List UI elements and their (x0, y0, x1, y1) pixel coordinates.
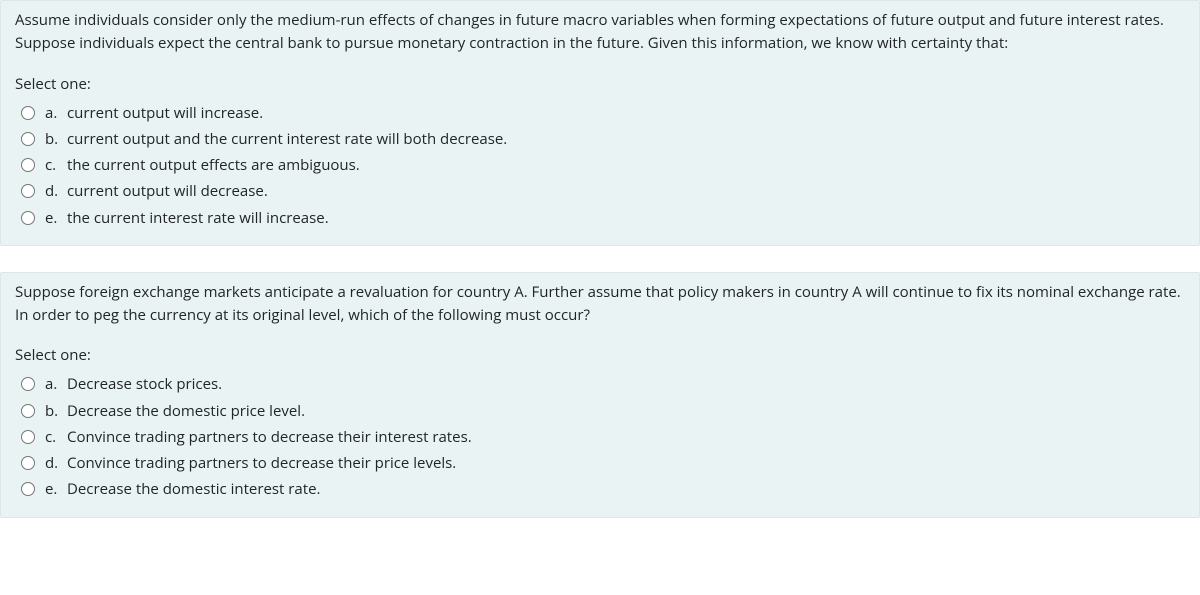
option-letter: e. (45, 205, 67, 231)
option-letter: d. (45, 178, 67, 204)
option-letter: a. (45, 371, 67, 397)
option-text: Decrease the domestic price level. (67, 398, 305, 424)
option-b[interactable]: b. current output and the current intere… (21, 126, 1185, 152)
radio-q2-c[interactable] (21, 430, 35, 444)
option-letter: d. (45, 450, 67, 476)
option-text: Convince trading partners to decrease th… (67, 450, 456, 476)
option-c[interactable]: c. Convince trading partners to decrease… (21, 424, 1185, 450)
option-letter: b. (45, 126, 67, 152)
option-a[interactable]: a. Decrease stock prices. (21, 371, 1185, 397)
option-c[interactable]: c. the current output effects are ambigu… (21, 152, 1185, 178)
option-letter: c. (45, 424, 67, 450)
option-text: Decrease the domestic interest rate. (67, 476, 320, 502)
option-e[interactable]: e. Decrease the domestic interest rate. (21, 476, 1185, 502)
radio-q1-a[interactable] (21, 106, 35, 120)
option-text: the current interest rate will increase. (67, 205, 329, 231)
option-text: Decrease stock prices. (67, 371, 222, 397)
question-2-prompt: Select one: (15, 345, 1185, 365)
radio-q1-d[interactable] (21, 184, 35, 198)
option-letter: c. (45, 152, 67, 178)
option-text: current output will decrease. (67, 178, 268, 204)
question-1-text: Assume individuals consider only the med… (15, 9, 1185, 56)
option-a[interactable]: a. current output will increase. (21, 100, 1185, 126)
question-2-text: Suppose foreign exchange markets anticip… (15, 281, 1185, 328)
option-b[interactable]: b. Decrease the domestic price level. (21, 398, 1185, 424)
option-letter: b. (45, 398, 67, 424)
radio-q2-e[interactable] (21, 482, 35, 496)
question-2-answers: a. Decrease stock prices. b. Decrease th… (15, 371, 1185, 502)
option-text: the current output effects are ambiguous… (67, 152, 360, 178)
radio-q2-b[interactable] (21, 404, 35, 418)
question-1-answers: a. current output will increase. b. curr… (15, 100, 1185, 231)
option-text: current output and the current interest … (67, 126, 507, 152)
option-d[interactable]: d. Convince trading partners to decrease… (21, 450, 1185, 476)
option-text: Convince trading partners to decrease th… (67, 424, 472, 450)
question-1: Assume individuals consider only the med… (0, 0, 1200, 246)
radio-q1-e[interactable] (21, 211, 35, 225)
radio-q1-b[interactable] (21, 132, 35, 146)
question-2: Suppose foreign exchange markets anticip… (0, 272, 1200, 518)
option-letter: a. (45, 100, 67, 126)
radio-q2-a[interactable] (21, 377, 35, 391)
question-1-prompt: Select one: (15, 74, 1185, 94)
option-d[interactable]: d. current output will decrease. (21, 178, 1185, 204)
option-letter: e. (45, 476, 67, 502)
radio-q1-c[interactable] (21, 158, 35, 172)
option-text: current output will increase. (67, 100, 263, 126)
option-e[interactable]: e. the current interest rate will increa… (21, 205, 1185, 231)
radio-q2-d[interactable] (21, 456, 35, 470)
